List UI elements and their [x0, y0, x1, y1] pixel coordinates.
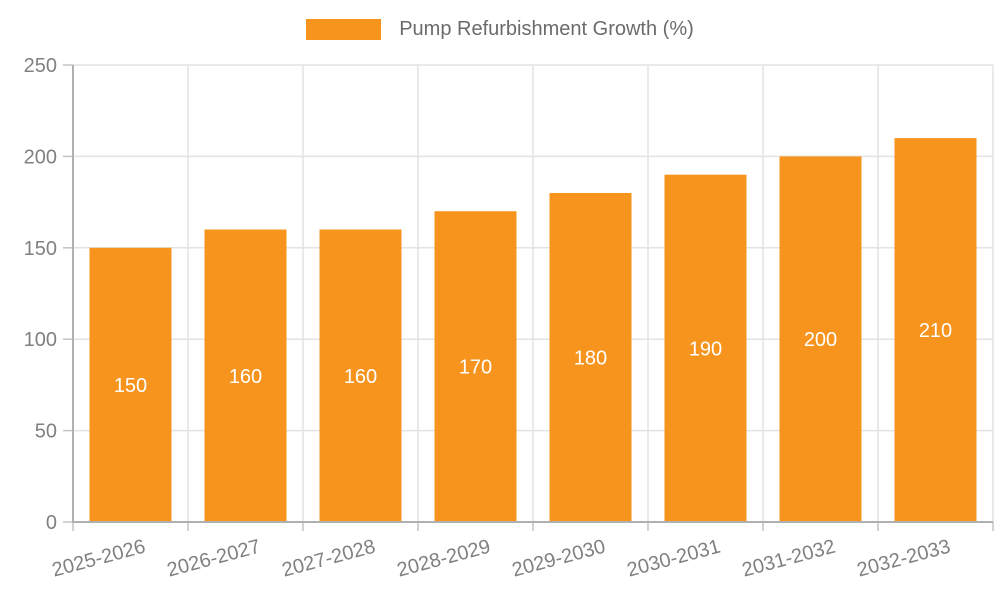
bar[interactable] — [434, 211, 517, 523]
bar-value-label: 180 — [574, 347, 607, 369]
y-tick-label: 50 — [35, 421, 57, 443]
bar-value-label: 200 — [804, 329, 837, 351]
x-axis-label: 2027-2028 — [280, 536, 378, 582]
legend-swatch[interactable] — [306, 19, 382, 40]
bar[interactable] — [89, 247, 172, 523]
bar[interactable] — [204, 229, 287, 522]
y-tick-label: 200 — [24, 146, 57, 168]
x-axis-label: 2029-2030 — [510, 536, 608, 582]
x-axis-label: 2025-2026 — [50, 536, 148, 582]
bar-value-label: 170 — [459, 357, 492, 379]
x-axis-label: 2028-2029 — [395, 536, 493, 582]
bar[interactable] — [549, 192, 632, 522]
bar[interactable] — [319, 229, 402, 522]
x-axis-label: 2032-2033 — [855, 536, 953, 582]
y-tick-label: 250 — [24, 55, 57, 77]
bar-value-label: 160 — [229, 366, 262, 388]
legend: Pump Refurbishment Growth (%) — [0, 18, 1000, 41]
legend-label[interactable]: Pump Refurbishment Growth (%) — [399, 18, 694, 40]
bar[interactable] — [894, 138, 977, 522]
bar[interactable] — [779, 156, 862, 522]
y-tick-label: 0 — [46, 512, 57, 534]
x-axis-label: 2031-2032 — [740, 536, 838, 582]
y-tick-label: 150 — [24, 238, 57, 260]
bar-value-label: 150 — [114, 375, 147, 397]
x-axis-label: 2026-2027 — [165, 536, 263, 582]
bar-value-label: 190 — [689, 338, 722, 360]
bar-value-label: 160 — [344, 366, 377, 388]
bar-value-label: 210 — [919, 320, 952, 342]
x-axis-label: 2030-2031 — [625, 536, 723, 582]
y-tick-label: 100 — [24, 329, 57, 351]
bar[interactable] — [664, 174, 747, 522]
